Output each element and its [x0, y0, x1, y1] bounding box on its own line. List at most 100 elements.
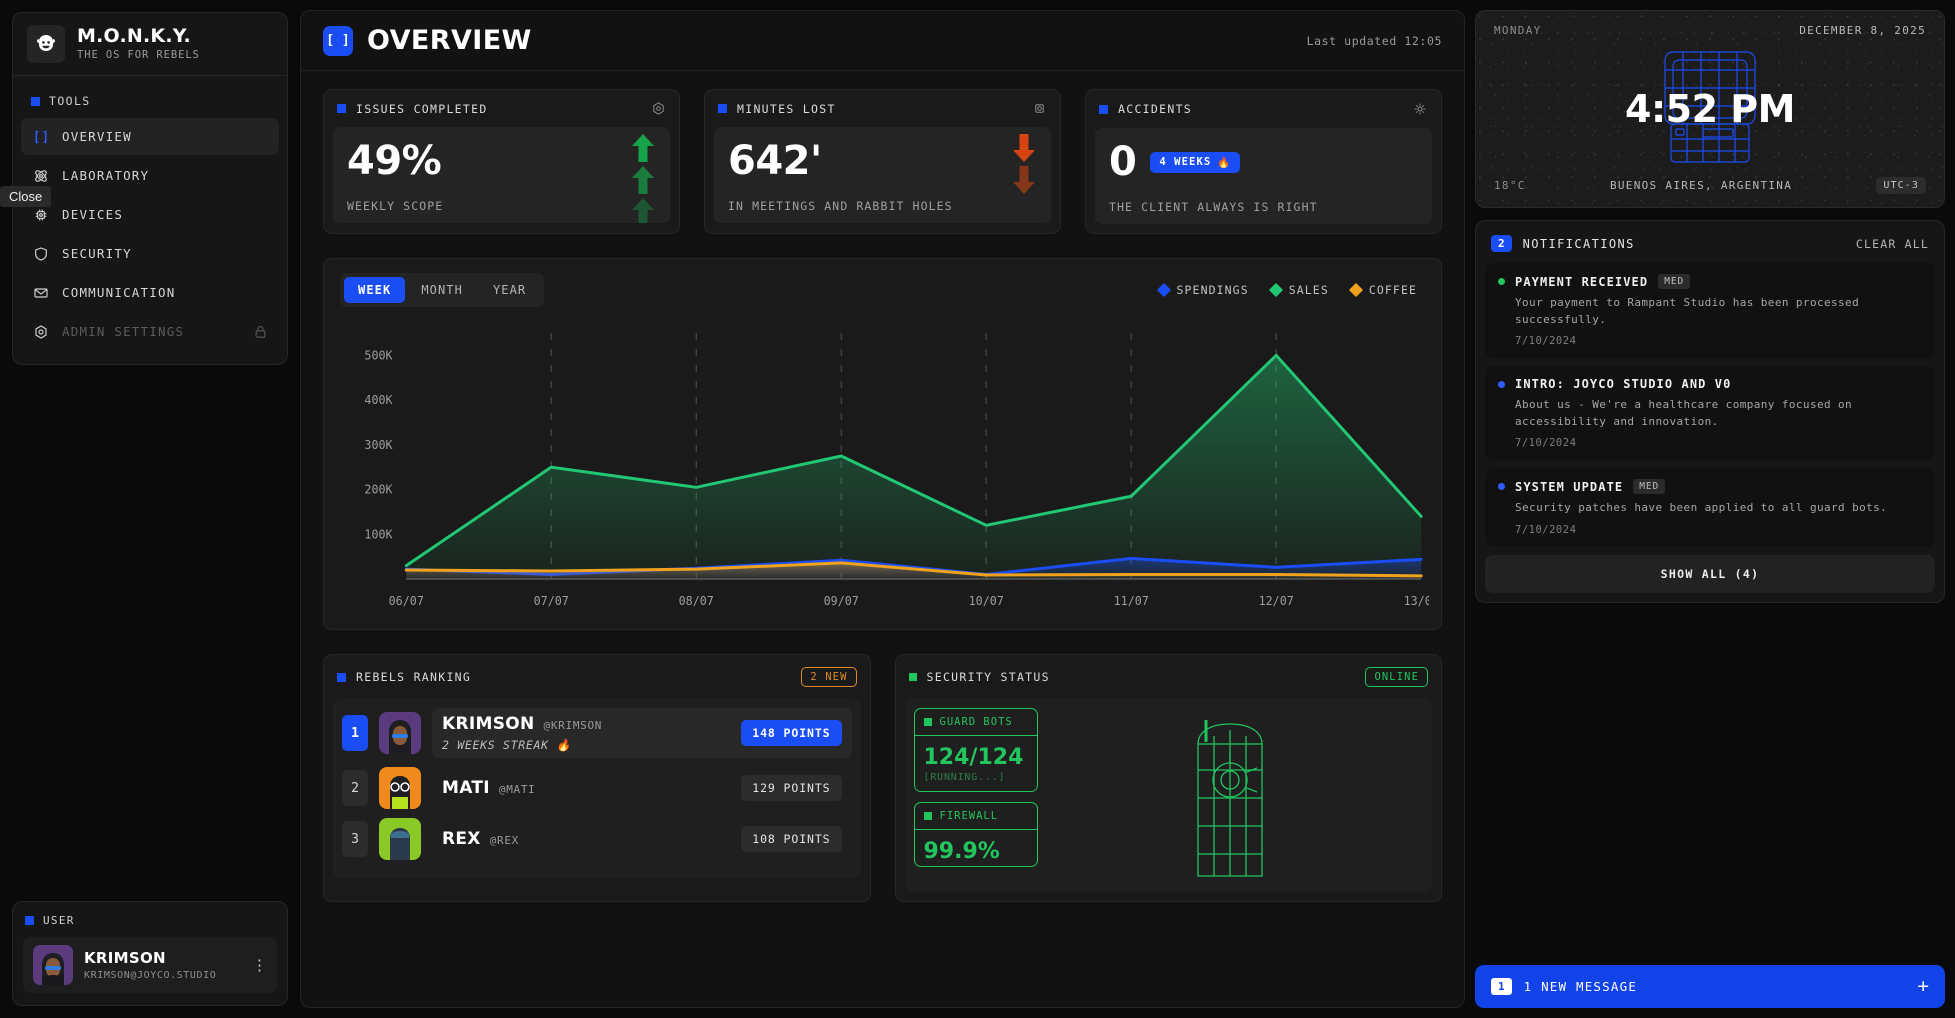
main-panel: [ ] OVERVIEW Last updated 12:05 ISSUES C…	[300, 10, 1465, 1008]
main-region: [ ] OVERVIEW Last updated 12:05 ISSUES C…	[300, 0, 1475, 1018]
card-title: ISSUES COMPLETED	[356, 101, 488, 116]
square-marker-icon	[25, 916, 34, 925]
notification-tag: MED	[1633, 479, 1666, 494]
guard-bot-wireframe-icon	[1048, 708, 1424, 883]
sidebar-item-security[interactable]: SECURITY	[21, 235, 279, 272]
legend-item-spendings[interactable]: SPENDINGS	[1156, 282, 1249, 298]
card-title: ACCIDENTS	[1118, 102, 1193, 116]
shield-icon	[32, 245, 49, 262]
card-body: 49% WEEKLY SCOPE	[333, 127, 670, 223]
plus-icon[interactable]: +	[1917, 975, 1929, 997]
ranking-list: 1 KRIMSON @KRIMSON	[333, 699, 861, 878]
legend-item-sales[interactable]: SALES	[1268, 282, 1329, 298]
brand[interactable]: M.O.N.K.Y. THE OS FOR REBELS	[13, 13, 287, 76]
last-updated-text: Last updated 12:05	[1306, 33, 1442, 48]
right-rail: MONDAY DECEMBER 8, 2025	[1475, 0, 1955, 1018]
clear-all-button[interactable]: CLEAR ALL	[1855, 236, 1929, 251]
sidebar-item-admin-settings[interactable]: ADMIN SETTINGS	[21, 313, 279, 350]
rank-points: 148 POINTS	[741, 720, 842, 746]
target-icon[interactable]	[651, 101, 666, 116]
user-row[interactable]: KRIMSON KRIMSON@JOYCO.STUDIO ⋮	[23, 937, 277, 993]
trend-up-icon	[630, 133, 656, 223]
sidebar-item-label: LABORATORY	[62, 168, 150, 183]
sidebar-item-devices[interactable]: DEVICES	[21, 196, 279, 233]
panel-title: REBELS RANKING	[356, 670, 472, 684]
notification-item[interactable]: PAYMENT RECEIVED MED Your payment to Ram…	[1485, 263, 1935, 358]
notification-title-row: SYSTEM UPDATE MED	[1498, 479, 1922, 494]
list-item[interactable]: 2 MATI @MATI 129 POINTS	[342, 767, 852, 809]
notification-title: PAYMENT RECEIVED	[1515, 274, 1649, 289]
sparkle-gear-icon[interactable]	[1412, 101, 1428, 117]
card-title: MINUTES LOST	[737, 101, 836, 116]
chart-legend: SPENDINGS SALES COFFEE	[1156, 282, 1426, 298]
square-marker-icon	[337, 672, 346, 682]
svg-text:13/07: 13/07	[1404, 594, 1429, 608]
clock-center: 4:52 PM	[1476, 11, 1944, 207]
security-box-header: GUARD BOTS	[914, 709, 1037, 736]
avatar	[379, 767, 421, 809]
legend-item-coffee[interactable]: COFFEE	[1348, 282, 1417, 298]
chart-toolbar: WEEK MONTH YEAR SPENDINGS SALES	[336, 271, 1429, 317]
list-item[interactable]: 1 KRIMSON @KRIMSON	[342, 708, 852, 758]
sidebar-item-label: COMMUNICATION	[62, 285, 176, 300]
notification-title-row: INTRO: JOYCO STUDIO AND V0	[1498, 377, 1922, 391]
page-header: [ ] OVERVIEW Last updated 12:05	[301, 11, 1464, 71]
notifications-count-badge: 2	[1491, 235, 1512, 252]
sidebar-nav-panel: M.O.N.K.Y. THE OS FOR REBELS TOOLS OVERV…	[12, 12, 288, 365]
lock-icon	[253, 324, 268, 339]
range-year-button[interactable]: YEAR	[479, 277, 540, 303]
metric-value: 49%	[347, 138, 442, 184]
clock-location: BUENOS AIRES, ARGENTINA	[1609, 179, 1793, 192]
sidebar-item-overview[interactable]: OVERVIEW	[21, 118, 279, 155]
rank-name: REX	[442, 829, 481, 849]
square-marker-icon	[923, 718, 932, 726]
avatar	[379, 818, 421, 860]
show-all-button[interactable]: SHOW ALL (4)	[1485, 554, 1935, 593]
rank-streak: 2 WEEKS STREAK 🔥	[442, 738, 572, 752]
svg-text:12/07: 12/07	[1259, 594, 1294, 608]
sidebar-item-laboratory[interactable]: LABORATORY	[21, 157, 279, 194]
nav-group-label-text: TOOLS	[49, 94, 91, 108]
svg-text:300K: 300K	[364, 438, 393, 452]
clock-weekday: MONDAY	[1494, 24, 1542, 37]
notification-item[interactable]: SYSTEM UPDATE MED Security patches have …	[1485, 468, 1935, 547]
legend-label: COFFEE	[1368, 283, 1417, 297]
brackets-icon: [ ]	[323, 25, 353, 56]
nav-group-tools: TOOLS	[21, 86, 279, 118]
sidebar-item-communication[interactable]: COMMUNICATION	[21, 274, 279, 311]
range-month-button[interactable]: MONTH	[407, 277, 477, 303]
security-box-guard-bots: GUARD BOTS 124/124 [RUNNING...]	[913, 708, 1038, 792]
sidebar-item-label: SECURITY	[62, 246, 132, 261]
status-badge: 4 WEEKS 🔥	[1150, 151, 1241, 173]
rank-number: 1	[342, 715, 368, 751]
user-card: USER KRIMSON KRIMSON@JOYCO.STUDIO ⋮	[12, 901, 288, 1006]
panel-title: SECURITY STATUS	[926, 670, 1050, 684]
new-message-bar[interactable]: 1 1 NEW MESSAGE +	[1475, 965, 1945, 1008]
gear-icon	[32, 323, 49, 340]
rank-handle: @KRIMSON	[543, 719, 603, 732]
rank-handle: @MATI	[498, 783, 536, 796]
security-box-header: FIREWALL	[914, 803, 1037, 830]
area-chart[interactable]: 100K 200K 300K 400K 500K 06/07 07/07 08/07 09/07…	[336, 317, 1429, 617]
security-status-panel: SECURITY STATUS ONLINE GUARD BOTS	[894, 654, 1442, 902]
kebab-menu-icon[interactable]: ⋮	[252, 956, 267, 974]
chip-icon[interactable]	[1032, 101, 1047, 116]
rank-number: 3	[342, 821, 368, 857]
clock-card: MONDAY DECEMBER 8, 2025	[1475, 10, 1945, 208]
legend-swatch-icon	[1156, 282, 1171, 298]
square-marker-icon	[908, 673, 917, 681]
status-dot-icon	[1498, 380, 1505, 388]
close-tooltip: Close	[0, 186, 52, 207]
legend-swatch-icon	[1268, 282, 1283, 298]
notification-item[interactable]: INTRO: JOYCO STUDIO AND V0 About us - We…	[1485, 366, 1935, 460]
list-item[interactable]: 3 REX @REX 108 POINTS	[342, 818, 852, 860]
metric-label: WEEKLY SCOPE	[347, 199, 444, 213]
card-header: ACCIDENTS	[1086, 90, 1441, 128]
card-header: ISSUES COMPLETED	[324, 90, 679, 127]
svg-text:06/07: 06/07	[389, 594, 424, 608]
notification-text: Your payment to Rampant Studio has been …	[1515, 296, 1860, 326]
range-week-button[interactable]: WEEK	[344, 277, 406, 303]
notification-text: About us - We're a healthcare company fo…	[1515, 398, 1853, 428]
range-selector: WEEK MONTH YEAR	[340, 273, 545, 307]
rank-name: MATI	[442, 778, 490, 798]
